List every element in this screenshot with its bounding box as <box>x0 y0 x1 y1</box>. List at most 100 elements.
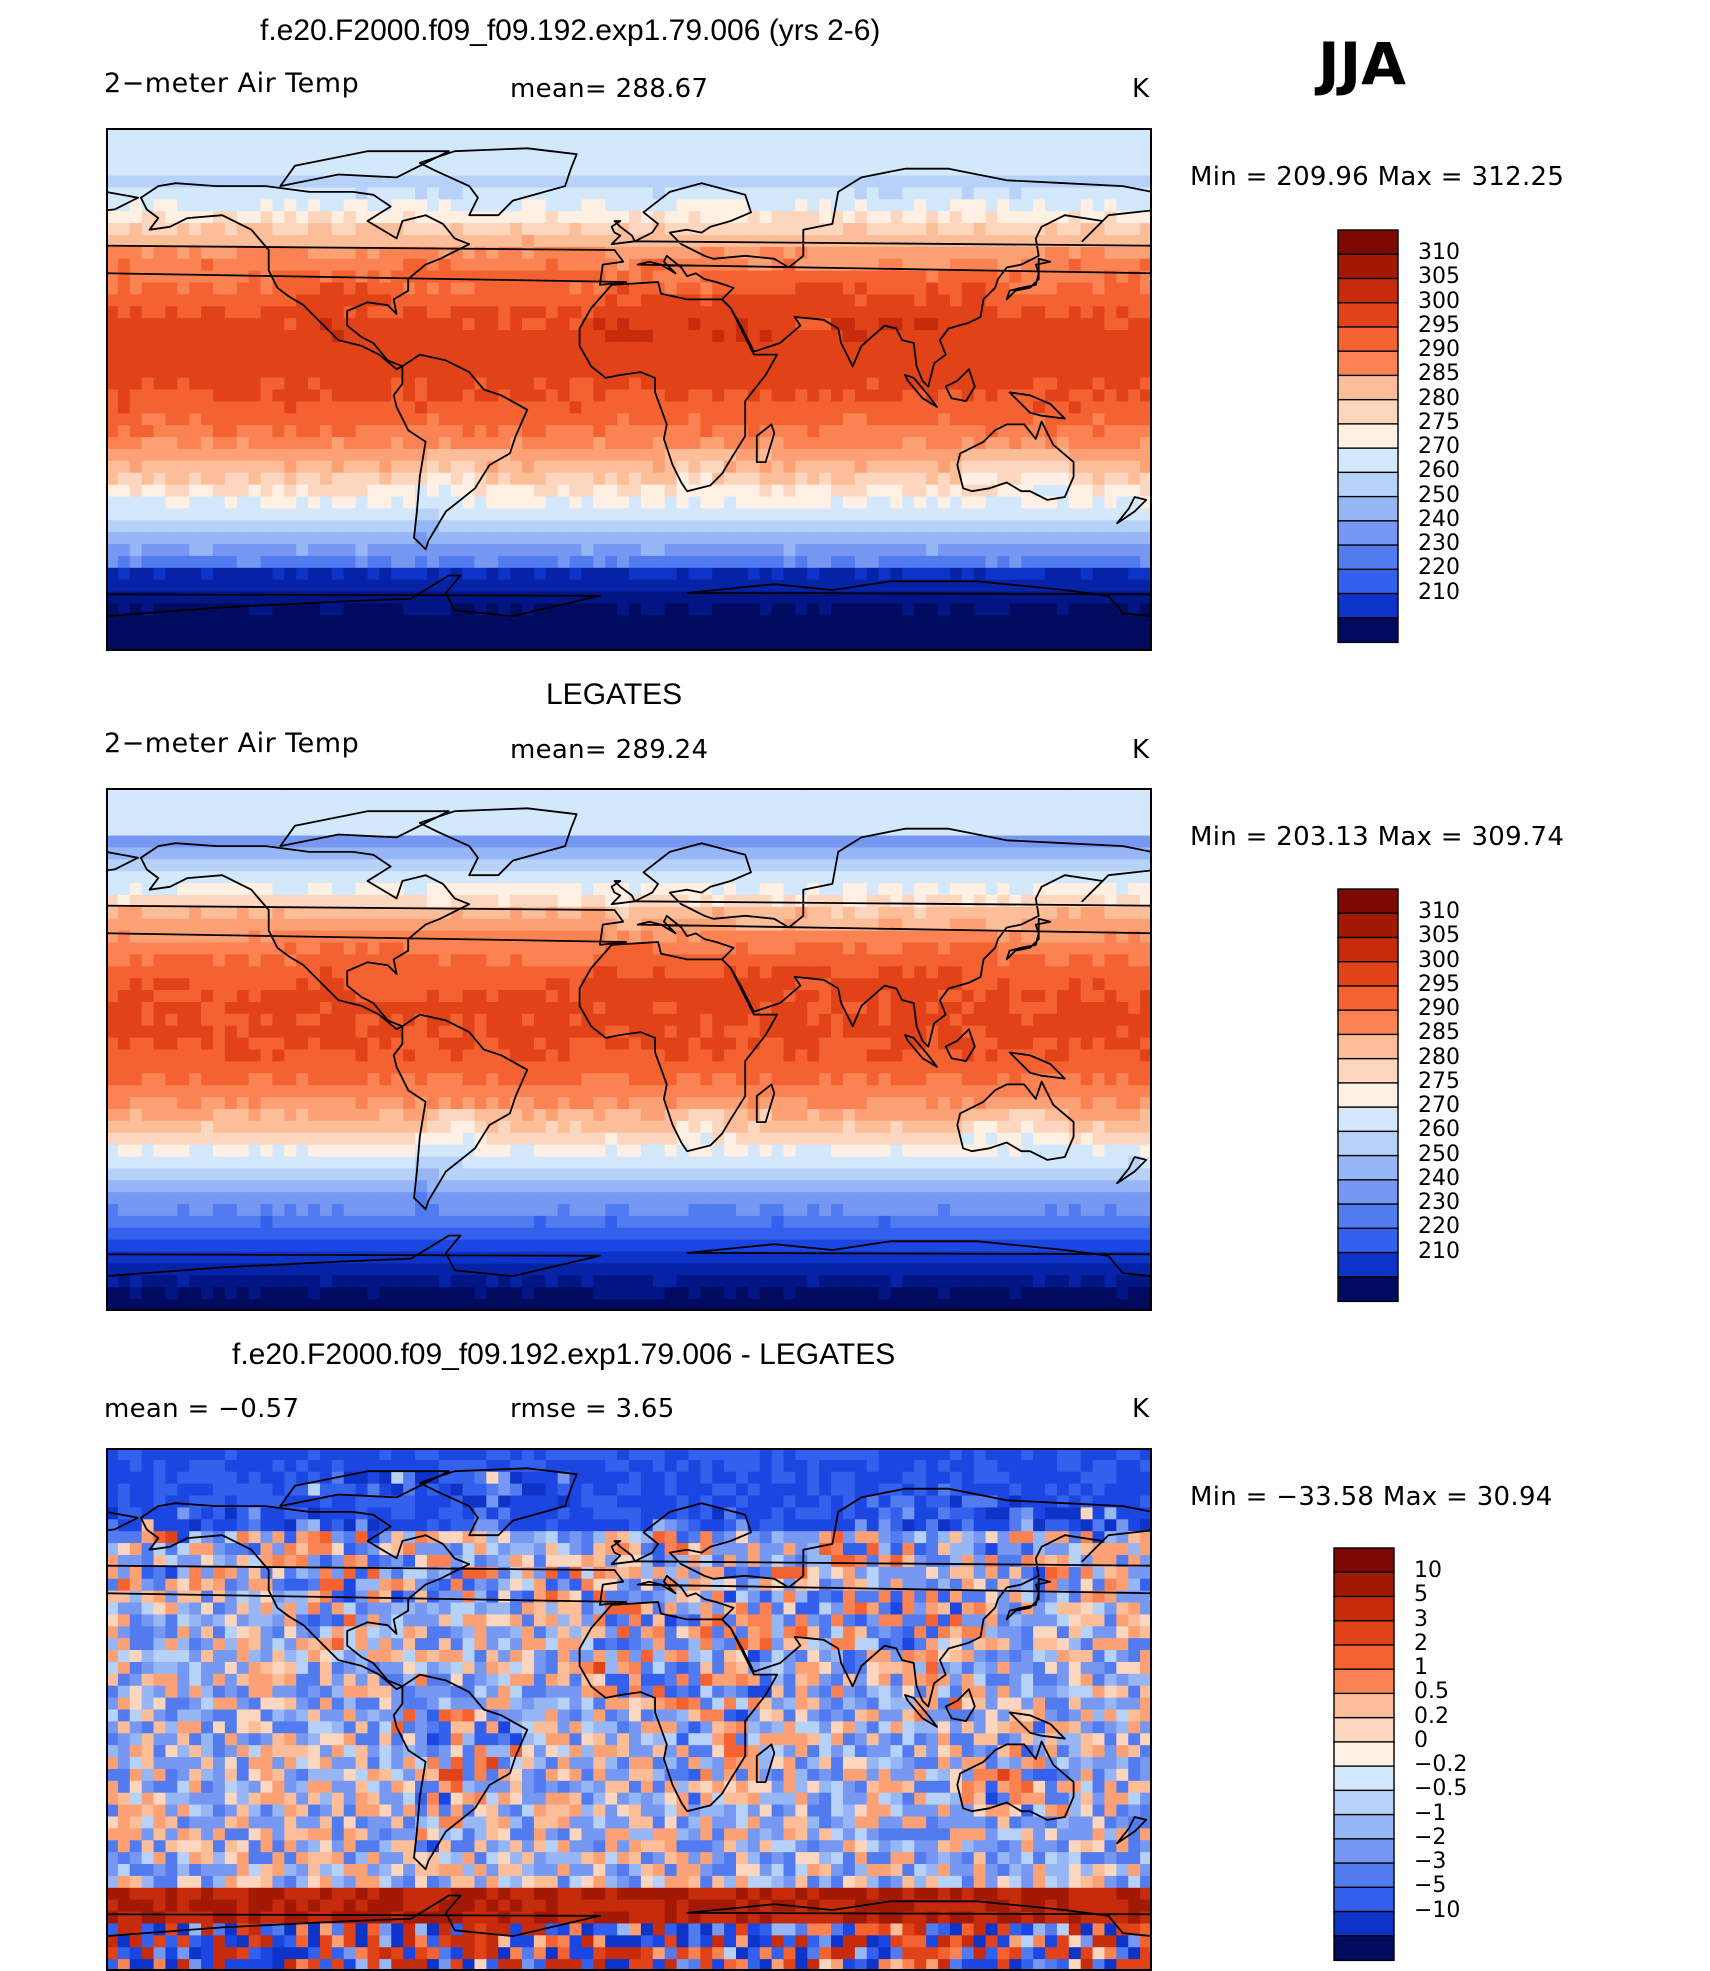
field-cell <box>117 871 131 884</box>
field-cell <box>248 799 262 813</box>
field-cell <box>296 615 309 628</box>
field-cell <box>878 799 892 813</box>
field-cell <box>961 246 975 260</box>
field-cell <box>106 139 119 153</box>
field-cell <box>1056 330 1070 343</box>
field-cell <box>902 871 915 884</box>
field-cell <box>712 341 725 355</box>
field-cell <box>296 508 309 521</box>
field-cell <box>498 401 511 414</box>
field-cell <box>973 330 987 343</box>
field-cell <box>569 835 583 849</box>
field-cell <box>866 615 880 628</box>
field-cell <box>807 835 820 849</box>
field-cell <box>177 330 190 343</box>
field-cell <box>1092 639 1106 651</box>
field-cell <box>735 246 749 260</box>
field-cell <box>652 472 666 486</box>
field-cell <box>973 508 987 521</box>
field-cell <box>890 437 903 450</box>
field-cell <box>533 389 547 402</box>
field-cell <box>308 603 321 616</box>
field-cell <box>842 306 856 319</box>
field-cell <box>129 639 143 651</box>
field-cell <box>724 163 737 177</box>
field-cell <box>248 270 262 284</box>
field-cell <box>1128 615 1141 628</box>
field-cell <box>997 437 1010 450</box>
field-cell <box>415 484 428 498</box>
field-cell <box>842 823 856 837</box>
field-cell <box>688 306 701 319</box>
field-cell <box>1033 859 1046 872</box>
field-cell <box>1009 484 1022 498</box>
field-cell <box>557 365 571 379</box>
field-cell <box>771 318 785 331</box>
field-cell <box>224 151 238 165</box>
field-cell <box>878 413 892 426</box>
field-cell <box>652 448 666 462</box>
field-cell <box>510 918 523 932</box>
field-cell <box>438 448 452 462</box>
field-cell <box>319 341 333 355</box>
field-cell <box>474 448 487 462</box>
field-cell <box>605 270 618 284</box>
field-cell <box>319 258 333 272</box>
field-cell <box>735 223 749 236</box>
field-cell <box>759 270 773 284</box>
field-cell <box>949 544 963 557</box>
field-cell <box>106 532 119 545</box>
field-cell <box>961 906 975 920</box>
field-cell <box>866 627 880 640</box>
field-cell <box>688 811 701 825</box>
field-cell <box>403 615 416 628</box>
field-cell <box>949 401 963 414</box>
field-cell <box>712 318 725 331</box>
field-cell <box>914 567 927 581</box>
field-cell <box>783 532 797 545</box>
field-cell <box>1140 341 1152 355</box>
field-cell <box>1045 615 1058 628</box>
field-cell <box>973 401 987 414</box>
field-cell <box>343 883 357 896</box>
field-cell <box>117 437 131 450</box>
field-cell <box>106 425 119 438</box>
field-cell <box>747 544 761 557</box>
field-cell <box>165 175 178 189</box>
field-cell <box>605 199 618 212</box>
field-cell <box>890 306 903 319</box>
field-cell <box>129 835 143 849</box>
field-cell <box>379 835 392 849</box>
field-cell <box>1009 306 1022 319</box>
field-cell <box>106 460 119 474</box>
field-cell <box>236 788 250 801</box>
field-cell <box>557 258 571 272</box>
field-cell <box>438 591 452 605</box>
field-cell <box>747 211 761 224</box>
field-cell <box>652 639 666 651</box>
field-cell <box>426 306 440 319</box>
field-cell <box>1033 627 1046 640</box>
field-cell <box>272 353 285 367</box>
field-cell <box>319 234 333 248</box>
field-cell <box>177 591 190 605</box>
field-cell <box>201 788 214 801</box>
field-cell <box>248 448 262 462</box>
field-cell <box>438 425 452 438</box>
field-cell <box>938 639 951 651</box>
field-cell <box>117 847 131 860</box>
field-cell <box>212 341 226 355</box>
field-cell <box>379 401 392 414</box>
field-cell <box>961 871 975 884</box>
field-cell <box>664 835 678 849</box>
field-cell <box>1009 811 1022 825</box>
field-cell <box>426 128 440 141</box>
field-cell <box>522 128 535 141</box>
field-cell <box>795 223 808 236</box>
field-cell <box>189 823 202 837</box>
field-cell <box>890 615 903 628</box>
field-cell <box>438 567 452 581</box>
field-cell <box>985 627 999 640</box>
panel-model-units-label: K <box>1132 74 1150 104</box>
field-cell <box>1033 187 1046 200</box>
